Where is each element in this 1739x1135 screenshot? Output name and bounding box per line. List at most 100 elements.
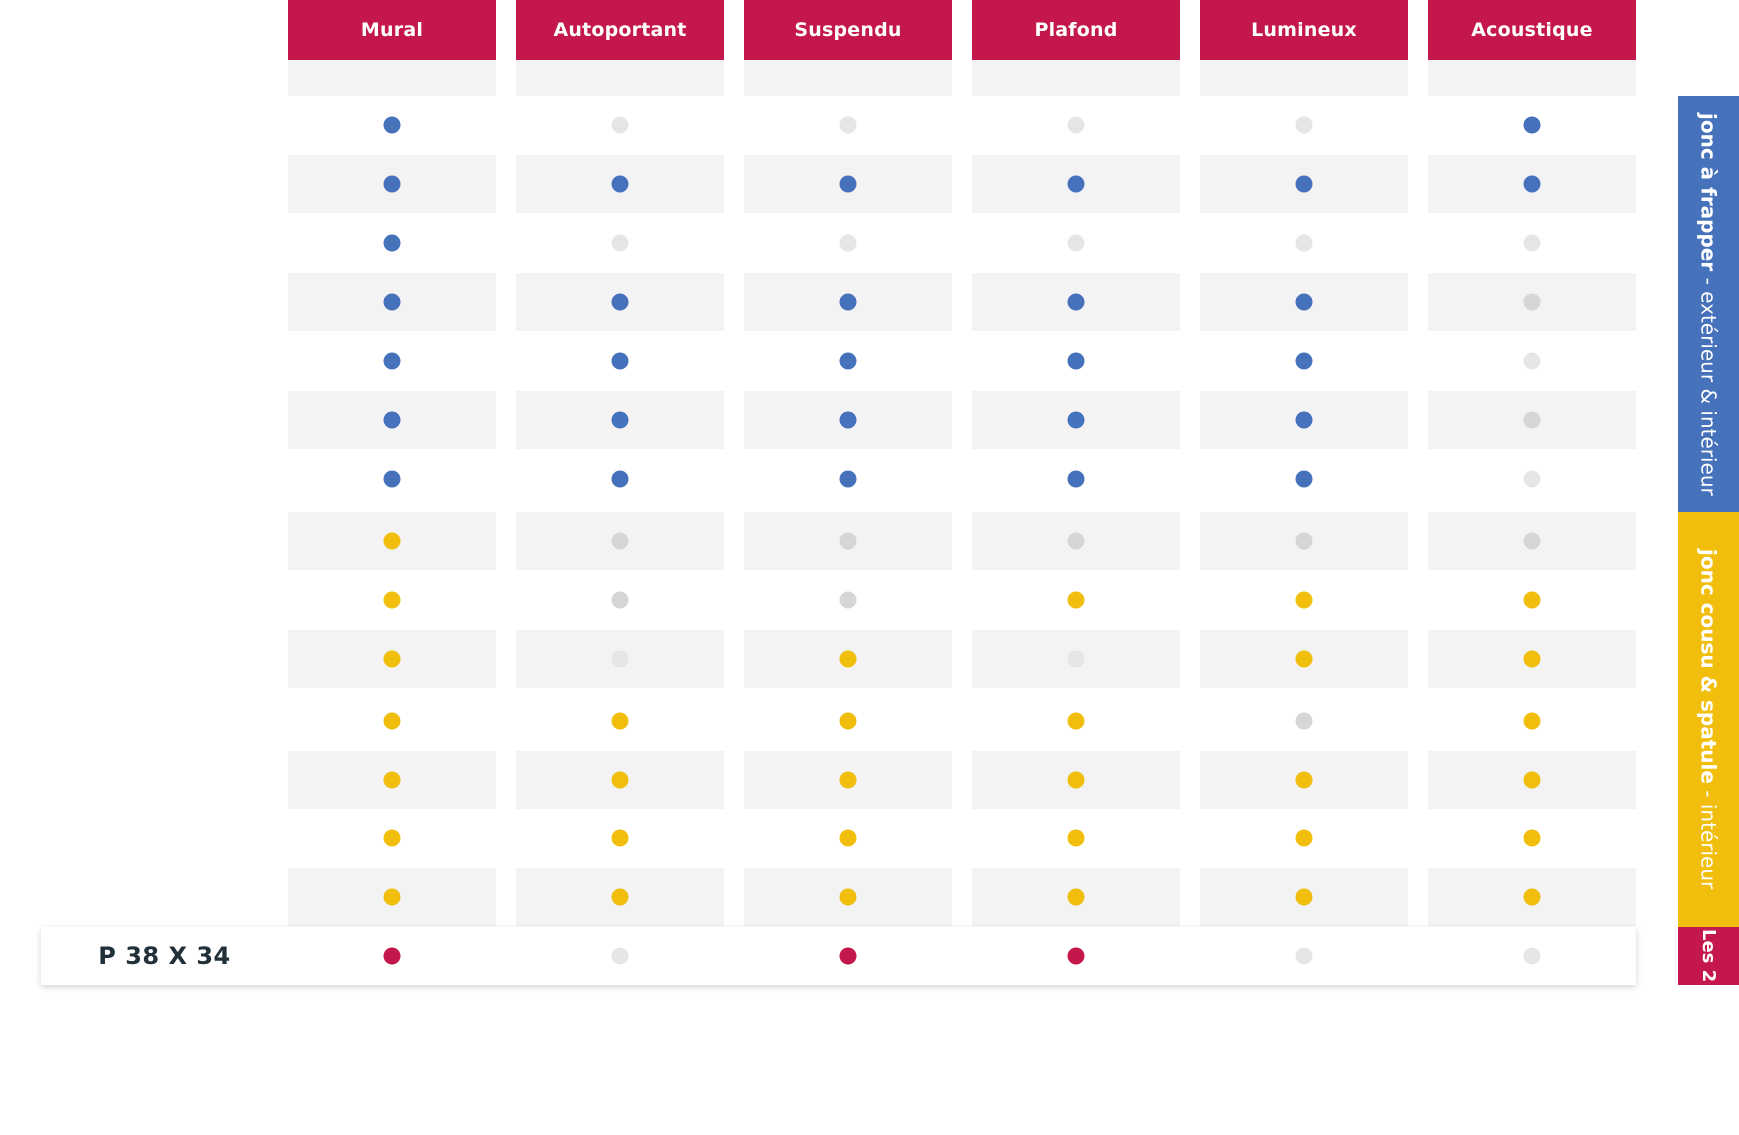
table-cell bbox=[972, 692, 1180, 750]
table-cell bbox=[972, 809, 1180, 867]
status-dot-icon bbox=[1523, 234, 1541, 252]
status-dot-icon bbox=[839, 234, 857, 252]
status-dot-icon bbox=[1295, 829, 1313, 847]
table-cell bbox=[1200, 927, 1408, 985]
status-dot-icon bbox=[611, 947, 629, 965]
status-dot-icon bbox=[1295, 234, 1313, 252]
table-cell bbox=[516, 332, 724, 390]
status-dot-icon bbox=[1067, 175, 1085, 193]
status-dot-icon bbox=[839, 411, 857, 429]
side-tab-subtitle: - intérieur bbox=[1696, 784, 1721, 890]
table-cell bbox=[972, 927, 1180, 985]
table-cell bbox=[744, 692, 952, 750]
table-cell bbox=[972, 571, 1180, 629]
table-cell bbox=[1200, 630, 1408, 688]
table-cell bbox=[972, 273, 1180, 331]
highlight-row bbox=[41, 927, 1636, 985]
table-cell bbox=[744, 927, 952, 985]
status-dot-icon bbox=[383, 293, 401, 311]
status-dot-icon bbox=[611, 888, 629, 906]
table-cell bbox=[516, 751, 724, 809]
status-dot-icon bbox=[383, 591, 401, 609]
table-cell bbox=[288, 155, 496, 213]
status-dot-icon bbox=[1067, 650, 1085, 668]
table-cell bbox=[516, 692, 724, 750]
status-dot-icon bbox=[1067, 947, 1085, 965]
table-cell bbox=[972, 751, 1180, 809]
status-dot-icon bbox=[839, 650, 857, 668]
status-dot-icon bbox=[383, 470, 401, 488]
table-cell bbox=[1428, 450, 1636, 508]
status-dot-icon bbox=[1523, 411, 1541, 429]
status-dot-icon bbox=[1067, 591, 1085, 609]
status-dot-icon bbox=[611, 234, 629, 252]
status-dot-icon bbox=[383, 771, 401, 789]
column-header-lumineux: Lumineux bbox=[1200, 0, 1408, 60]
table-cell bbox=[288, 332, 496, 390]
highlight-row-label: P 38 X 34 bbox=[98, 942, 231, 970]
table-cell bbox=[1428, 512, 1636, 570]
table-cell bbox=[1428, 751, 1636, 809]
status-dot-icon bbox=[839, 470, 857, 488]
status-dot-icon bbox=[611, 712, 629, 730]
table-cell bbox=[744, 630, 952, 688]
side-tab-title: Les 2 bbox=[1698, 929, 1719, 983]
table-cell bbox=[288, 630, 496, 688]
status-dot-icon bbox=[611, 470, 629, 488]
table-cell bbox=[1428, 809, 1636, 867]
status-dot-icon bbox=[1523, 947, 1541, 965]
table-cell bbox=[1428, 868, 1636, 926]
table-cell bbox=[744, 155, 952, 213]
status-dot-icon bbox=[1067, 234, 1085, 252]
table-cell bbox=[288, 391, 496, 449]
side-tab-subtitle: - extérieur & intérieur bbox=[1696, 270, 1721, 496]
status-dot-icon bbox=[383, 712, 401, 730]
table-cell bbox=[288, 692, 496, 750]
header-spacer bbox=[288, 60, 496, 96]
table-cell bbox=[972, 155, 1180, 213]
table-cell bbox=[288, 96, 496, 154]
table-cell bbox=[1200, 571, 1408, 629]
table-cell bbox=[972, 630, 1180, 688]
status-dot-icon bbox=[1523, 175, 1541, 193]
status-dot-icon bbox=[1067, 771, 1085, 789]
status-dot-icon bbox=[611, 175, 629, 193]
table-cell bbox=[744, 571, 952, 629]
table-cell bbox=[1200, 155, 1408, 213]
table-cell bbox=[1200, 751, 1408, 809]
status-dot-icon bbox=[383, 829, 401, 847]
table-cell bbox=[516, 450, 724, 508]
status-dot-icon bbox=[383, 234, 401, 252]
status-dot-icon bbox=[1067, 352, 1085, 370]
status-dot-icon bbox=[383, 888, 401, 906]
column-header-autoportant: Autoportant bbox=[516, 0, 724, 60]
table-cell bbox=[972, 868, 1180, 926]
status-dot-icon bbox=[1523, 829, 1541, 847]
status-dot-icon bbox=[1295, 591, 1313, 609]
side-tab-title: jonc cousu & spatule bbox=[1696, 549, 1721, 785]
status-dot-icon bbox=[1523, 532, 1541, 550]
table-cell bbox=[972, 332, 1180, 390]
status-dot-icon bbox=[611, 829, 629, 847]
table-cell bbox=[1200, 512, 1408, 570]
status-dot-icon bbox=[1295, 532, 1313, 550]
table-cell bbox=[516, 391, 724, 449]
status-dot-icon bbox=[1295, 771, 1313, 789]
table-cell bbox=[516, 630, 724, 688]
table-cell bbox=[516, 809, 724, 867]
status-dot-icon bbox=[839, 175, 857, 193]
status-dot-icon bbox=[1067, 829, 1085, 847]
table-cell bbox=[972, 214, 1180, 272]
table-cell bbox=[972, 450, 1180, 508]
status-dot-icon bbox=[839, 532, 857, 550]
status-dot-icon bbox=[383, 947, 401, 965]
status-dot-icon bbox=[383, 175, 401, 193]
status-dot-icon bbox=[1523, 293, 1541, 311]
column-header-plafond: Plafond bbox=[972, 0, 1180, 60]
table-cell bbox=[288, 927, 496, 985]
table-cell bbox=[1200, 391, 1408, 449]
side-tab-jonc-cousu: jonc cousu & spatule - intérieur bbox=[1678, 512, 1739, 927]
status-dot-icon bbox=[383, 352, 401, 370]
status-dot-icon bbox=[839, 293, 857, 311]
status-dot-icon bbox=[1523, 888, 1541, 906]
